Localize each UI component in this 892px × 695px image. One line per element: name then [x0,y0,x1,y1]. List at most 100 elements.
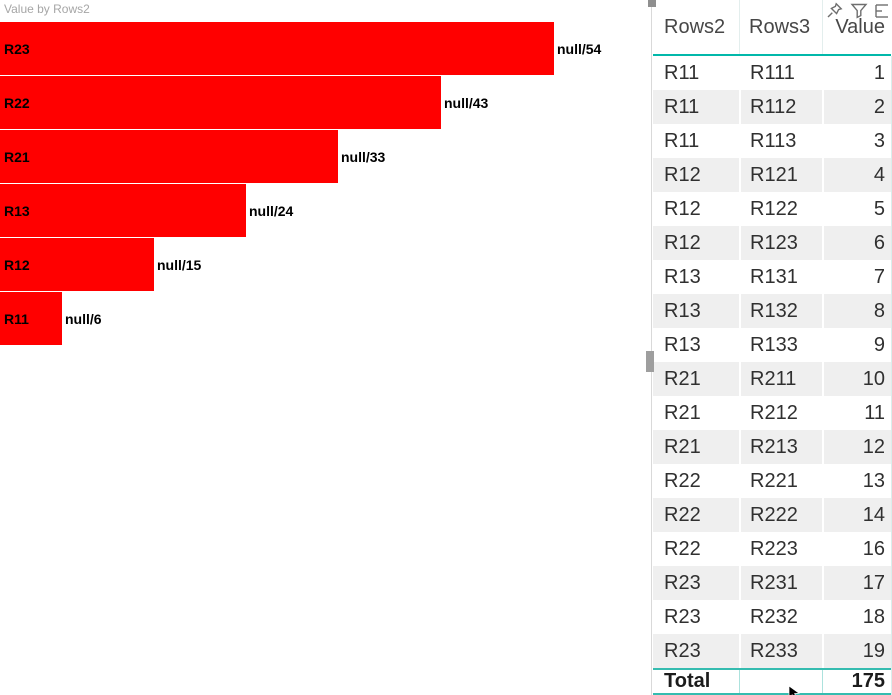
table-cell: R221 [739,464,822,498]
table-cell: R22 [664,469,701,492]
table-cell: R212 [739,396,822,430]
table-cell: R23 [664,571,701,594]
table-cell: 11 [822,396,891,430]
table-total-row: Total 175 [653,668,891,695]
table-row[interactable]: R11 R113 3 [653,124,891,158]
filter-icon[interactable] [850,2,868,20]
table-cell: 19 [822,634,891,668]
bar-category-label: R22 [4,94,30,111]
bar-row: R21 null/33 [0,130,651,183]
table-cell: 4 [822,158,891,192]
bar-category-label: R13 [4,202,30,219]
table-cell: R23 [664,605,701,628]
table-row[interactable]: R12 R122 5 [653,192,891,226]
table-cell: 6 [822,226,891,260]
table-cell: R211 [739,362,822,396]
total-value: 175 [822,670,891,693]
table-cell: 3 [822,124,891,158]
table-row[interactable]: R12 R121 4 [653,158,891,192]
table-row[interactable]: R23 R231 17 [653,566,891,600]
table-cell: R111 [739,56,822,90]
bar-data-label: null/24 [249,202,294,219]
table-cell: R133 [739,328,822,362]
table-row[interactable]: R21 R211 10 [653,362,891,396]
column-header-rows2[interactable]: Rows2 [664,15,726,38]
bar-data-label: null/6 [65,310,102,327]
focus-mode-icon[interactable] [874,2,892,20]
table-cell: R132 [739,294,822,328]
table-row[interactable]: R13 R131 7 [653,260,891,294]
table-row[interactable]: R22 R222 14 [653,498,891,532]
table-cell: R21 [664,401,701,424]
table-cell: R12 [664,163,701,186]
bar-category-label: R23 [4,40,30,57]
table-row[interactable]: R23 R232 18 [653,600,891,634]
bar-r12[interactable] [0,238,154,291]
table-cell: R112 [739,90,822,124]
table-cell: R122 [739,192,822,226]
table-cell: 5 [822,192,891,226]
table-cell: R11 [664,95,700,118]
table-cell: 16 [822,532,891,566]
bar-r22[interactable] [0,76,441,129]
bar-chart-visual[interactable]: Value by Rows2 R23 null/54 R22 null/43 R21 nu… [0,0,651,695]
table-row[interactable]: R22 R223 16 [653,532,891,566]
bar-r21[interactable] [0,130,338,183]
table-row[interactable]: R13 R133 9 [653,328,891,362]
bar-data-label: null/33 [341,148,386,165]
table-cell: R213 [739,430,822,464]
table-row[interactable]: R21 R213 12 [653,430,891,464]
total-label: Total [664,670,711,692]
bar-r13[interactable] [0,184,246,237]
bar-category-label: R12 [4,256,30,273]
bar-row: R22 null/43 [0,76,651,129]
bar-r11[interactable] [0,292,62,345]
resize-handle-left-middle[interactable] [646,351,654,372]
table-row[interactable]: R13 R132 8 [653,294,891,328]
table-cell: R13 [664,333,701,356]
table-cell: R113 [739,124,822,158]
table-cell: 17 [822,566,891,600]
table-row[interactable]: R11 R112 2 [653,90,891,124]
table-row[interactable]: R11 R111 1 [653,56,891,90]
bar-data-label: null/54 [557,40,602,57]
table-cell: 7 [822,260,891,294]
table-header-row: Rows2 Rows3 Value [653,0,891,56]
bar-category-label: R11 [4,310,29,327]
resize-handle-top-left[interactable] [648,0,656,7]
table-cell: R231 [739,566,822,600]
bar-row: R11 null/6 [0,292,651,345]
table-row[interactable]: R21 R212 11 [653,396,891,430]
table-cell: 2 [822,90,891,124]
table-row[interactable]: R22 R221 13 [653,464,891,498]
bar-data-label: null/15 [157,256,202,273]
table-cell: 14 [822,498,891,532]
mouse-cursor [788,686,800,695]
table-cell: R131 [739,260,822,294]
visual-header-toolbar [826,2,892,20]
table-cell: R22 [664,537,701,560]
column-header-rows3[interactable]: Rows3 [739,0,822,54]
pin-icon[interactable] [826,2,844,20]
bar-row: R12 null/15 [0,238,651,291]
table-cell: R11 [664,129,700,152]
bar-row: R23 null/54 [0,22,651,75]
bar-category-label: R21 [4,148,30,165]
bar-r23[interactable] [0,22,554,75]
bars-container: R23 null/54 R22 null/43 R21 null/33 R13 null/24… [0,22,651,346]
column-header-value[interactable]: Value [822,0,891,54]
table-cell: R21 [664,367,701,390]
table-cell: 8 [822,294,891,328]
table-visual[interactable]: Rows2 Rows3 Value R11 R111 1 R11 R112 2 R11 R11… [651,0,892,695]
table-cell: R13 [664,299,701,322]
table-cell: 12 [822,430,891,464]
table-cell: R232 [739,600,822,634]
table-cell: R23 [664,639,701,662]
total-spacer [739,670,822,693]
table-row[interactable]: R12 R123 6 [653,226,891,260]
table-cell: 9 [822,328,891,362]
table-cell: R22 [664,503,701,526]
table-row[interactable]: R23 R233 19 [653,634,891,668]
table-cell: 13 [822,464,891,498]
